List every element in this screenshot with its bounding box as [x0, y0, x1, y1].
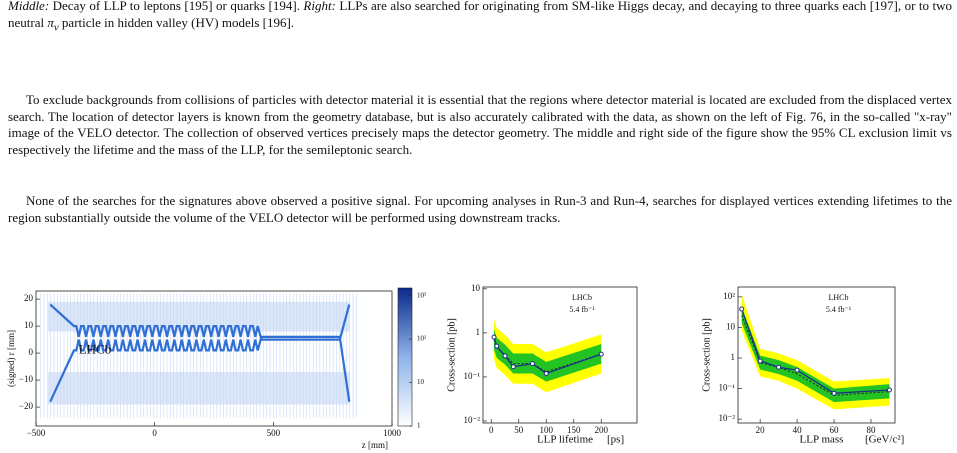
- hit-haze: [47, 372, 350, 405]
- observed-point: [794, 367, 800, 373]
- x-tick-label: 0: [152, 428, 157, 438]
- limit-band: [494, 329, 602, 382]
- y-axis-label: Cross-section [pb]: [446, 318, 457, 392]
- caption-text: LLPs are also searched for originating f…: [8, 0, 953, 30]
- colorbar-tick-label: 1: [417, 422, 421, 430]
- observed-point: [502, 353, 508, 359]
- y-tick-label: 10²: [723, 291, 735, 301]
- paragraph: To exclude backgrounds from collisions o…: [8, 92, 952, 158]
- observed-point: [510, 364, 516, 370]
- caption-text: Decay of LLP to leptons [195] or quarks …: [49, 0, 304, 13]
- y-tick-label: 20: [24, 293, 34, 303]
- figure-caption: Middle: Decay of LLP to leptons [195] or…: [8, 0, 952, 36]
- caption-text: Middle:: [8, 0, 50, 13]
- observed-line: [741, 308, 890, 394]
- observed-point: [543, 370, 549, 376]
- y-axis-label: Cross-section [pb]: [701, 318, 712, 392]
- x-tick-label: 150: [567, 425, 581, 435]
- observed-point: [776, 364, 782, 370]
- expected-line: [741, 315, 890, 396]
- x-tick-label: 1000: [383, 428, 402, 438]
- x-tick-label: 500: [267, 428, 281, 438]
- y-tick-label: −10: [19, 374, 34, 384]
- y-tick-label: 10⁻²: [464, 415, 481, 425]
- x-axis-unit: [ps]: [607, 434, 624, 446]
- y-tick-label: 1: [731, 352, 736, 362]
- x-axis-label: LLP lifetime: [537, 434, 593, 446]
- observed-point: [886, 387, 892, 393]
- frame: [35, 290, 393, 427]
- y-tick-label: 10: [726, 321, 736, 331]
- x-tick-label: 50: [514, 425, 524, 435]
- caption-text: π: [47, 14, 54, 30]
- y-tick-label: 10⁻¹: [719, 383, 736, 393]
- observed-point: [530, 361, 535, 367]
- x-tick-label: 60: [830, 425, 840, 435]
- caption-text: Right:: [303, 0, 336, 13]
- annotation: 5.4 fb⁻¹: [826, 305, 852, 314]
- observed-point: [739, 306, 745, 312]
- colorbar: [397, 287, 413, 427]
- x-axis-label: z [mm]: [362, 440, 388, 450]
- annotation: 5.4 fb⁻¹: [569, 305, 595, 314]
- observed-point: [491, 334, 497, 340]
- annotation: LHCb: [79, 341, 112, 356]
- x-tick-label: 0: [489, 425, 494, 435]
- annotation: LHCb: [829, 293, 849, 302]
- limit-band: [494, 319, 602, 393]
- detector-outline: [49, 335, 351, 403]
- colorbar-tick-label: 10: [417, 378, 425, 386]
- x-tick-label: 200: [595, 425, 609, 435]
- y-tick-label: 10⁻¹: [464, 371, 481, 381]
- y-tick-label: 0: [29, 347, 34, 357]
- y-tick-label: 10: [24, 320, 34, 330]
- observed-point: [757, 358, 763, 364]
- colorbar-tick-label: 10³: [417, 291, 426, 299]
- y-tick-label: 10⁻²: [719, 413, 736, 423]
- colorbar-tick-label: 10²: [417, 335, 426, 343]
- x-tick-label: 80: [866, 425, 876, 435]
- observed-point: [831, 390, 837, 396]
- x-axis-label: LLP mass: [800, 434, 844, 446]
- y-tick-label: −20: [19, 401, 34, 411]
- y-tick-label: 10: [471, 283, 481, 293]
- annotation: LHCb: [572, 293, 592, 302]
- y-axis-label: (signed) r [mm]: [6, 330, 16, 387]
- caption-text: v: [53, 21, 59, 34]
- y-tick-label: 1: [476, 327, 481, 337]
- paragraph: None of the searches for the signatures …: [8, 193, 952, 225]
- observed-point: [494, 343, 500, 349]
- observed-point: [598, 351, 604, 357]
- frame: [737, 286, 896, 424]
- x-axis-unit: [GeV/c²]: [865, 434, 904, 446]
- limit-band: [741, 294, 890, 410]
- x-tick-label: 40: [793, 425, 803, 435]
- frame: [482, 286, 638, 424]
- x-tick-label: −500: [27, 428, 46, 438]
- detector-outline: [49, 303, 351, 341]
- x-tick-label: 100: [540, 425, 554, 435]
- x-tick-label: 20: [756, 425, 766, 435]
- caption-text: particle in hidden valley (HV) models [1…: [58, 14, 295, 30]
